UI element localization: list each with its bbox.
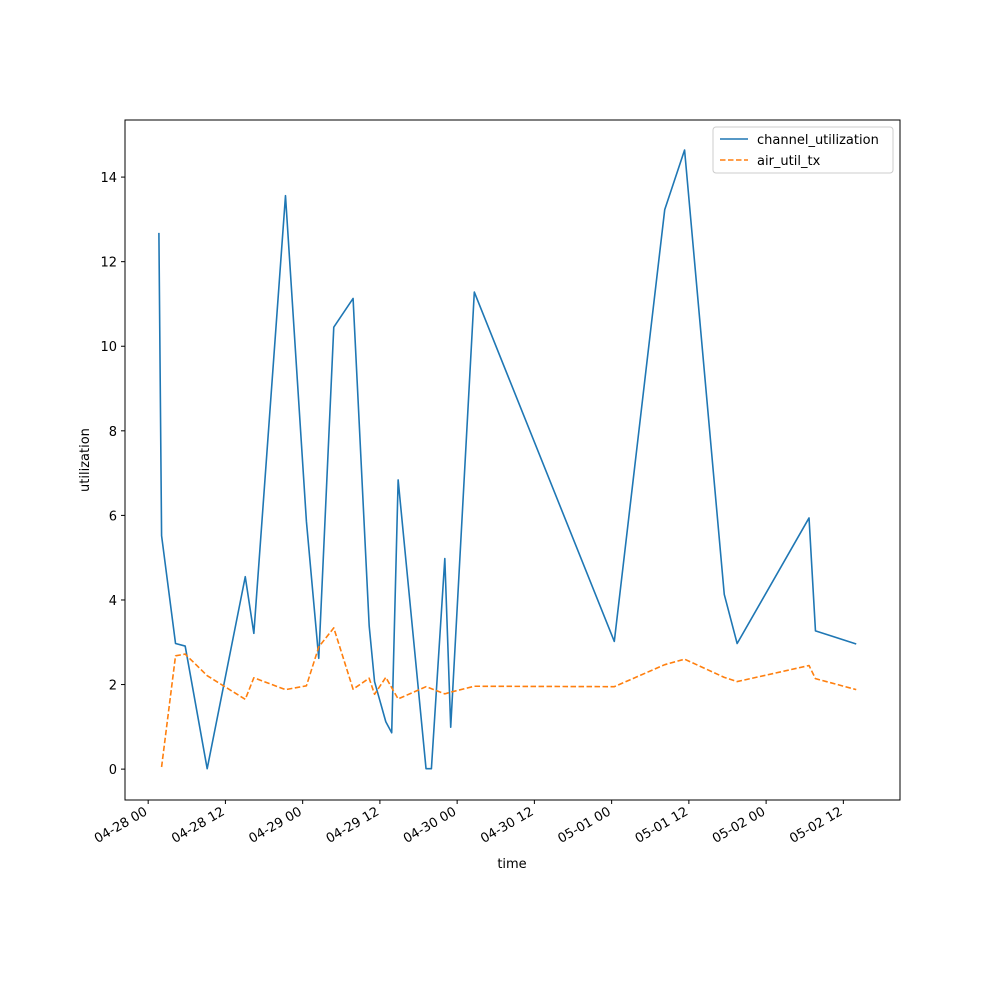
y-tick-label: 12	[100, 256, 117, 271]
legend-frame	[712, 126, 894, 174]
legend-label-air-util-tx: air_util_tx	[757, 154, 821, 169]
y-tick-label: 10	[100, 340, 117, 355]
x-axis-title: time	[497, 857, 526, 872]
y-tick-label: 4	[109, 594, 117, 609]
series-line-air-util-tx	[160, 627, 857, 768]
y-tick-label: 14	[100, 171, 117, 186]
series-layer	[158, 149, 857, 770]
legend-label-channel-utilization: channel_utilization	[757, 133, 879, 148]
y-tick-label: 8	[109, 425, 117, 440]
legend: channel_utilization air_util_tx	[712, 126, 894, 174]
y-tick-label: 2	[109, 679, 117, 694]
y-axis-title: utilization	[78, 428, 93, 492]
y-axis: 0 2 4 6 8 10 12 14	[100, 171, 125, 778]
y-tick-label: 0	[109, 763, 117, 778]
plot-frame	[124, 119, 901, 801]
series-line-channel-utilization	[158, 149, 857, 770]
y-tick-label: 6	[109, 509, 117, 524]
